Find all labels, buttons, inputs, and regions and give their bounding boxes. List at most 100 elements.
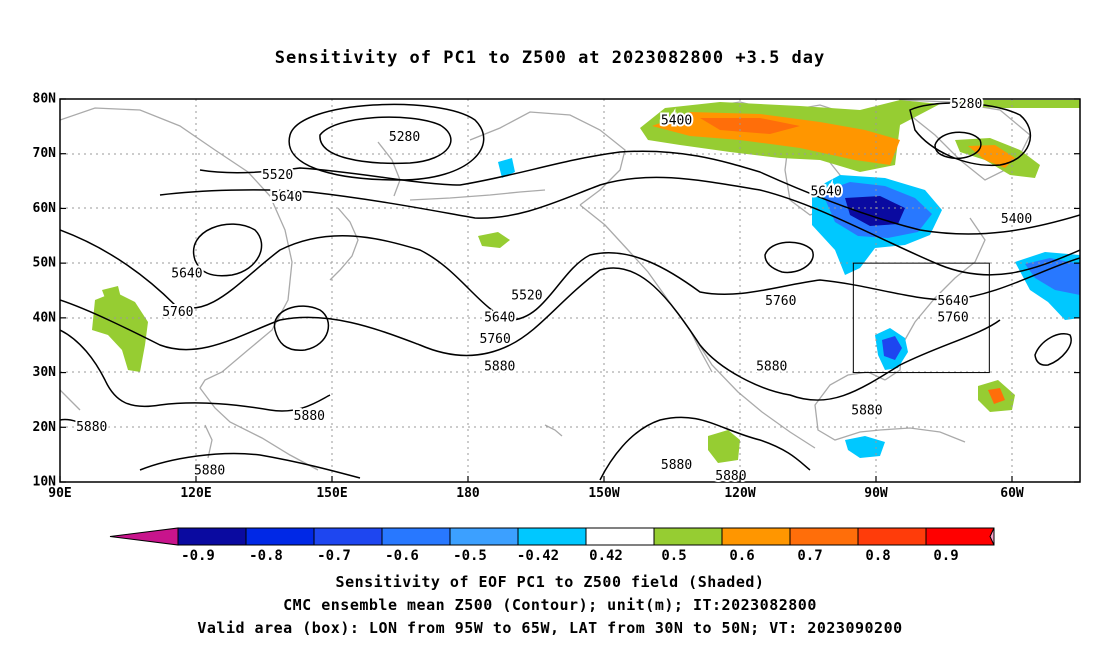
contour-label: 5520 [262,168,293,183]
lat-label: 70N [33,146,57,161]
contour-label: 5880 [194,464,225,479]
colorbar-low-extension [109,527,179,546]
sensitivity-shading [92,100,1080,463]
contour-5280-greenland [909,102,1031,167]
colorbar-swatch [653,527,723,546]
colorbar-label: 0.8 [865,548,890,564]
colorbar-swatch [789,527,859,546]
lon-label: 90W [864,486,888,501]
contour-label-layer: 5280552056405400528056405400564057605520… [74,95,1034,486]
baja [689,329,713,373]
contour-label: 5760 [480,332,511,347]
contour-label: 5400 [661,113,692,128]
lat-label: 30N [33,365,57,380]
contour-label: 5880 [715,469,746,484]
negative-shade-atlantic-core [1025,258,1080,295]
positive-shade-asia-small [102,286,122,306]
negative-shade-florida-core [882,336,902,360]
contour-label: 5640 [171,267,202,282]
colorbar-high-extension [989,527,995,546]
contour-label: 5520 [511,288,542,303]
longitude-labels: 90E 120E 150E 180 150W 120W 90W 60W [48,476,1024,501]
contour-5880-band [60,267,1001,401]
lat-label: 40N [33,310,57,325]
alaska-coast [469,111,626,206]
graticule [60,99,1080,482]
colorbar-label: 0.42 [589,548,623,564]
positive-shade-subtropics [708,430,740,463]
contour-label: 5280 [389,130,420,145]
positive-shade-labrador-core [968,145,1015,168]
negative-shade-bering [498,158,515,178]
contour-5880-south [139,452,361,479]
positive-shade-asia [92,292,148,372]
map-title: Sensitivity of PC1 to Z500 at 2023082800… [274,48,826,68]
philippines [204,424,213,459]
contour-5880-west [60,329,331,412]
contour-label: 5760 [937,310,968,325]
colorbar-label: 0.5 [661,548,686,564]
contour-label: 5640 [937,294,968,309]
hawaii [544,424,563,437]
colorbar-swatch [721,527,791,546]
asia-coast [60,107,319,471]
lat-label: 10N [33,475,57,490]
lon-label: 150E [316,486,347,501]
contour-label: 5640 [810,185,841,200]
contour-5640 [159,176,1080,276]
latitude-labels: 80N 70N 60N 50N 40N 30N 20N 10N [33,92,1080,490]
colorbar-swatch [517,527,587,546]
colorbar-label: 0.9 [933,548,958,564]
colorbar-label: -0.42 [517,548,559,564]
caribbean [879,427,966,443]
lat-label: 60N [33,201,57,216]
lon-label: 90E [48,486,71,501]
colorbar-label: 0.6 [729,548,754,564]
contour-atlantic-small [1034,333,1072,366]
contour-5760 [60,229,1080,321]
contour-5880-pacific [273,305,330,351]
contour-label: 5760 [162,305,193,320]
colorbar-label: -0.9 [181,548,215,564]
lon-label: 120E [180,486,211,501]
contour-label: 5640 [484,310,515,325]
colorbar-swatch [857,527,927,546]
z500-contours [60,102,1080,481]
contour-5640-east-loop [764,241,814,274]
contour-5280-low [319,116,452,165]
positive-shade-pacific [478,232,510,248]
valid-area-box-layer [852,262,990,374]
contour-5400-low [288,103,485,181]
colorbar-label: -0.5 [453,548,487,564]
negative-shade-canada-core [845,196,905,226]
contour-5640-west-loop [192,223,263,277]
colorbar-swatch [925,527,995,546]
lon-label: 60W [1000,486,1024,501]
kamchatka [377,141,401,197]
colorbar-swatch [245,527,315,546]
contour-label: 5400 [1001,212,1032,227]
positive-shade-atlantic-south-core [988,388,1005,404]
caption-line-3: Valid area (box): LON from 95W to 65W, L… [197,619,903,637]
contour-label: 5880 [756,360,787,375]
colorbar-swatch [177,527,247,546]
contour-label: 5880 [661,458,692,473]
contour-label: 5880 [294,409,325,424]
contour-labrador-loop [934,131,982,160]
colorbar-label: 0.7 [797,548,822,564]
contour-5880-sw [60,418,91,429]
colorbar-label: -0.8 [249,548,283,564]
colorbar-swatch [585,527,655,546]
sensitivity-map: 5280552056405400528056405400564057605520… [33,92,1081,564]
lon-label: 180 [456,486,480,501]
contour-label: 5880 [851,403,882,418]
india-coast [60,389,81,411]
colorbar-label: -0.6 [385,548,419,564]
contour-label: 5880 [76,420,107,435]
colorbar: -0.9 -0.8 -0.7 -0.6 -0.5 -0.42 0.42 0.5 0.6 0.7 0.… [109,527,995,564]
colorbar-label: -0.7 [317,548,351,564]
na-west-coast [579,204,816,449]
contour-label: 5760 [765,294,796,309]
valid-area-box [852,262,990,374]
lat-label: 80N [33,92,57,107]
